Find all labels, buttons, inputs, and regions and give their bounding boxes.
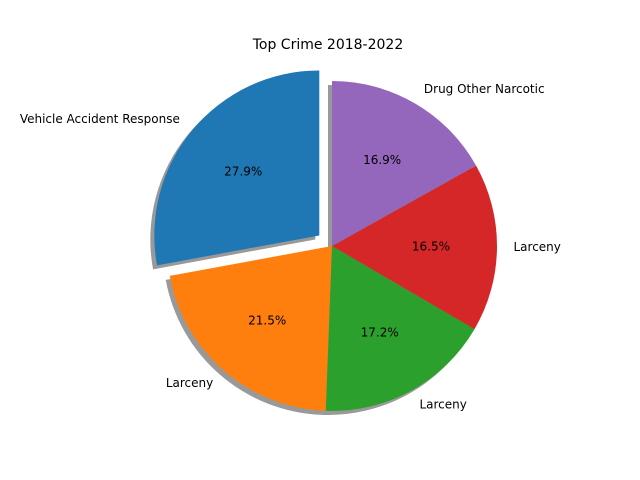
slice-label: Larceny <box>166 376 213 390</box>
slice-label: Drug Other Narcotic <box>424 82 545 96</box>
slice-percent-label: 21.5% <box>248 313 286 327</box>
pie-slice <box>332 165 497 330</box>
chart-title: Top Crime 2018-2022 <box>252 37 404 53</box>
pie-slice <box>169 246 332 411</box>
slice-percent-label: 17.2% <box>361 325 399 339</box>
slice-label: Larceny <box>419 398 466 412</box>
pie-labels: Vehicle Accident Response 27.9% Larceny 21.… <box>20 82 561 412</box>
slice-label: Larceny <box>513 240 560 254</box>
slice-percent-label: 16.5% <box>412 239 450 253</box>
slice-percent-label: 16.9% <box>363 153 401 167</box>
pie-slice <box>154 70 320 266</box>
slice-label: Vehicle Accident Response <box>20 112 180 126</box>
pie-slices <box>154 70 497 411</box>
pie-slice <box>325 246 475 411</box>
pie-slice <box>332 81 477 246</box>
slice-percent-label: 27.9% <box>224 165 262 179</box>
